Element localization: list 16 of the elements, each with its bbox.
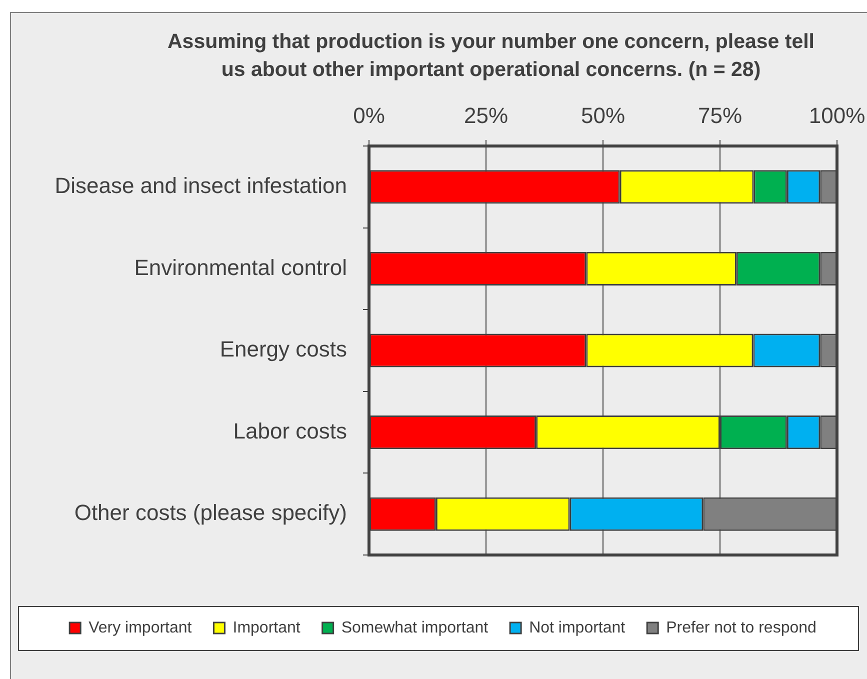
x-tick-label: 75% [698,102,742,128]
legend-label: Prefer not to respond [666,619,816,636]
y-tick-label: Disease and insect infestation [54,172,347,198]
legend-label: Very important [88,619,192,636]
x-tick-label: 100% [808,102,866,128]
x-tick-label: 0% [353,102,385,128]
legend-label: Somewhat important [341,619,489,636]
chart-title: Assuming that production is your number one concern, please tell us about other important operational concerns. (n = 28) [166,29,816,83]
y-tick-label: Other costs (please specify) [74,500,347,526]
legend-label: Not important [529,619,626,636]
y-tick-label: Labor costs [233,418,347,444]
legend-label: Important [232,619,301,636]
x-tick-label: 25% [464,102,508,128]
y-tick-label: Energy costs [220,336,347,362]
y-tick-label: Environmental control [134,254,347,280]
x-tick-label: 50% [580,102,626,128]
